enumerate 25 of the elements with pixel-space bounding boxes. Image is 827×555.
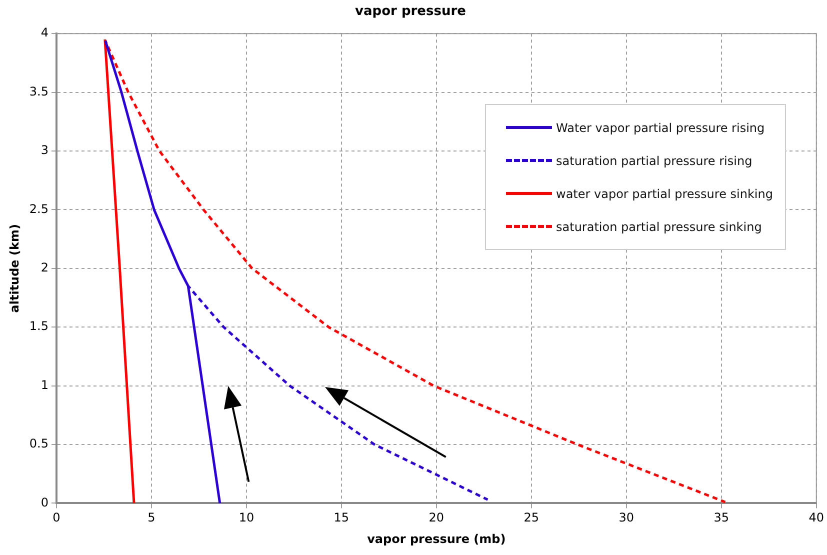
x-tick-label: 25 [524, 510, 540, 525]
y-axis-title: altitude (km) [7, 224, 22, 313]
y-tick-label: 3 [40, 143, 48, 158]
x-tick-label: 40 [808, 510, 824, 525]
x-tick-label: 0 [52, 510, 60, 525]
x-tick-label: 35 [714, 510, 730, 525]
chart-title: vapor pressure [355, 4, 466, 20]
y-tick-label: 0.5 [29, 436, 48, 451]
y-tick-label: 2 [40, 260, 48, 275]
x-axis-title: vapor pressure (mb) [367, 532, 506, 546]
legend-label: water vapor partial pressure sinking [556, 186, 773, 201]
x-tick-label: 15 [334, 510, 350, 525]
y-tick-label: 0 [40, 495, 48, 510]
y-tick-label: 3.5 [29, 84, 48, 98]
x-tick-label: 5 [148, 510, 156, 525]
legend-label: saturation partial pressure rising [556, 154, 752, 168]
legend-label: saturation partial pressure sinking [556, 220, 762, 234]
x-tick-label: 20 [428, 510, 444, 525]
x-tick-label: 10 [238, 510, 254, 525]
x-tick-label: 30 [618, 510, 634, 525]
y-tick-label: 1.5 [29, 319, 48, 334]
legend-label: Water vapor partial pressure rising [556, 120, 765, 135]
y-tick-label: 2.5 [29, 202, 48, 216]
y-tick-label: 4 [40, 26, 48, 40]
y-tick-label: 1 [40, 378, 48, 392]
